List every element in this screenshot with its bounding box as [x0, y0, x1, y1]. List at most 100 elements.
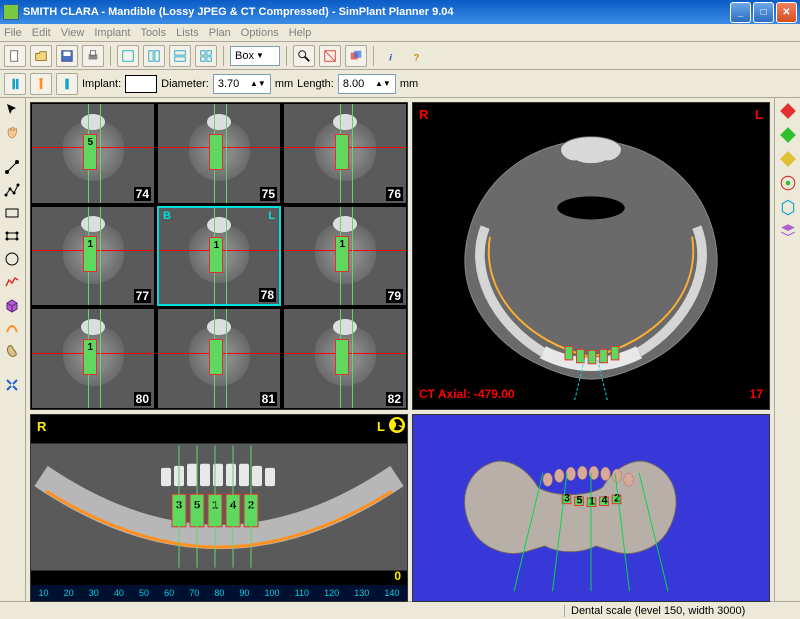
svg-text:1: 1 [589, 496, 595, 508]
axial-r-label: R [419, 107, 428, 122]
implant-label: Implant: [82, 78, 121, 90]
rect-nodes-icon[interactable] [2, 226, 22, 246]
zoom-icon[interactable] [293, 45, 315, 67]
diamond-red-icon[interactable] [779, 102, 797, 120]
help-icon[interactable]: ? [406, 45, 428, 67]
nerve-icon[interactable] [2, 318, 22, 338]
status-scale: Dental scale (level 150, width 3000) [564, 605, 784, 617]
diamond-green-icon[interactable] [779, 126, 797, 144]
menu-view[interactable]: View [61, 27, 85, 39]
cube-side-icon[interactable] [779, 198, 797, 216]
new-icon[interactable] [4, 45, 26, 67]
title-bar: SMITH CLARA - Mandible (Lossy JPEG & CT … [0, 0, 800, 24]
diameter-combo[interactable]: 3.70▲▼ [213, 74, 271, 94]
svg-text:?: ? [414, 52, 420, 63]
length-combo[interactable]: 8.00▲▼ [338, 74, 396, 94]
info-icon[interactable]: i [380, 45, 402, 67]
pano-l-label: L [377, 419, 385, 434]
cross-section-slice[interactable]: 81 [157, 308, 281, 409]
tools-icon[interactable] [2, 375, 22, 395]
panoramic-pane[interactable]: 35142 R L 0 1020304050607080901001101201… [30, 414, 408, 602]
hand-icon[interactable] [2, 123, 22, 143]
cross-section-slice[interactable]: 574 [31, 103, 155, 204]
maximize-button[interactable]: □ [753, 2, 774, 23]
polyline-icon[interactable] [2, 180, 22, 200]
ruler-tick: 20 [64, 588, 74, 598]
line-icon[interactable] [2, 157, 22, 177]
graph-icon[interactable] [2, 272, 22, 292]
menu-options[interactable]: Options [241, 27, 279, 39]
ruler-tick: 70 [189, 588, 199, 598]
menu-file[interactable]: File [4, 27, 22, 39]
diamond-yellow-icon[interactable] [779, 150, 797, 168]
menu-lists[interactable]: Lists [176, 27, 199, 39]
cube-icon[interactable] [2, 295, 22, 315]
separator [110, 46, 111, 66]
cross-section-slice[interactable]: 177 [31, 206, 155, 307]
pano-ruler: 102030405060708090100110120130140 [31, 585, 407, 601]
3d-pane[interactable]: 3 5 1 4 2 [412, 414, 770, 602]
cross-section-slice[interactable]: 75 [157, 103, 281, 204]
axial-l-label: L [755, 107, 763, 122]
view4-icon[interactable] [195, 45, 217, 67]
svg-text:i: i [389, 52, 392, 63]
cross-sectional-pane[interactable]: 5747576 1771BL78179 1808182 [30, 102, 408, 410]
spacer [2, 364, 23, 372]
ruler-tick: 30 [89, 588, 99, 598]
overlay-icon[interactable] [345, 45, 367, 67]
unit-mm-2: mm [400, 78, 418, 90]
axial-slice-label: CT Axial: -479.00 [419, 387, 515, 401]
minimize-button[interactable]: _ [730, 2, 751, 23]
cross-section-slice[interactable]: 1BL78 [157, 206, 281, 307]
cross-section-slice[interactable]: 180 [31, 308, 155, 409]
radiation-icon [389, 417, 405, 433]
close-button[interactable]: ✕ [776, 2, 797, 23]
cross-section-slice[interactable]: 82 [283, 308, 407, 409]
select-icon[interactable] [319, 45, 341, 67]
view-area: 5747576 1771BL78179 1808182 [26, 98, 774, 601]
implant-toolbar: Implant: Diameter: 3.70▲▼ mm Length: 8.0… [0, 70, 800, 98]
menu-implant[interactable]: Implant [94, 27, 130, 39]
cross-section-slice[interactable]: 76 [283, 103, 407, 204]
menu-help[interactable]: Help [289, 27, 312, 39]
ruler-tick: 110 [295, 588, 309, 598]
svg-text:4: 4 [602, 495, 608, 507]
target-icon[interactable] [779, 174, 797, 192]
unit-mm-1: mm [275, 78, 293, 90]
open-icon[interactable] [30, 45, 52, 67]
pointer-icon[interactable] [2, 100, 22, 120]
pano-zero: 0 [394, 569, 401, 583]
rectangle-icon[interactable] [2, 203, 22, 223]
implant-color-swatch[interactable] [125, 75, 157, 93]
box-label: Box [235, 50, 254, 62]
menu-tools[interactable]: Tools [140, 27, 166, 39]
save-icon[interactable] [56, 45, 78, 67]
status-bar: Dental scale (level 150, width 3000) [0, 601, 800, 619]
ruler-tick: 60 [164, 588, 174, 598]
view3-icon[interactable] [169, 45, 191, 67]
implant-icon-3[interactable] [56, 73, 78, 95]
ruler-tick: 40 [114, 588, 124, 598]
circle-icon[interactable] [2, 249, 22, 269]
panoramic-image: 35142 [31, 415, 407, 601]
app-icon [3, 4, 19, 20]
view2-icon[interactable] [143, 45, 165, 67]
implant-icon-1[interactable] [4, 73, 26, 95]
menu-edit[interactable]: Edit [32, 27, 51, 39]
separator [223, 46, 224, 66]
menu-bar: File Edit View Implant Tools Lists Plan … [0, 24, 800, 42]
view1-icon[interactable] [117, 45, 139, 67]
cross-section-slice[interactable]: 179 [283, 206, 407, 307]
right-tool-palette [774, 98, 800, 601]
axial-pane[interactable]: R L CT Axial: -479.00 17 [412, 102, 770, 410]
layers-icon[interactable] [779, 222, 797, 240]
box-combo[interactable]: Box▼ [230, 46, 280, 66]
3d-render: 3 5 1 4 2 [413, 415, 769, 601]
menu-plan[interactable]: Plan [209, 27, 231, 39]
print-icon[interactable] [82, 45, 104, 67]
main-toolbar: Box▼ i ? [0, 42, 800, 70]
foot-icon[interactable] [2, 341, 22, 361]
implant-icon-2[interactable] [30, 73, 52, 95]
length-label: Length: [297, 78, 334, 90]
left-tool-palette [0, 98, 26, 601]
